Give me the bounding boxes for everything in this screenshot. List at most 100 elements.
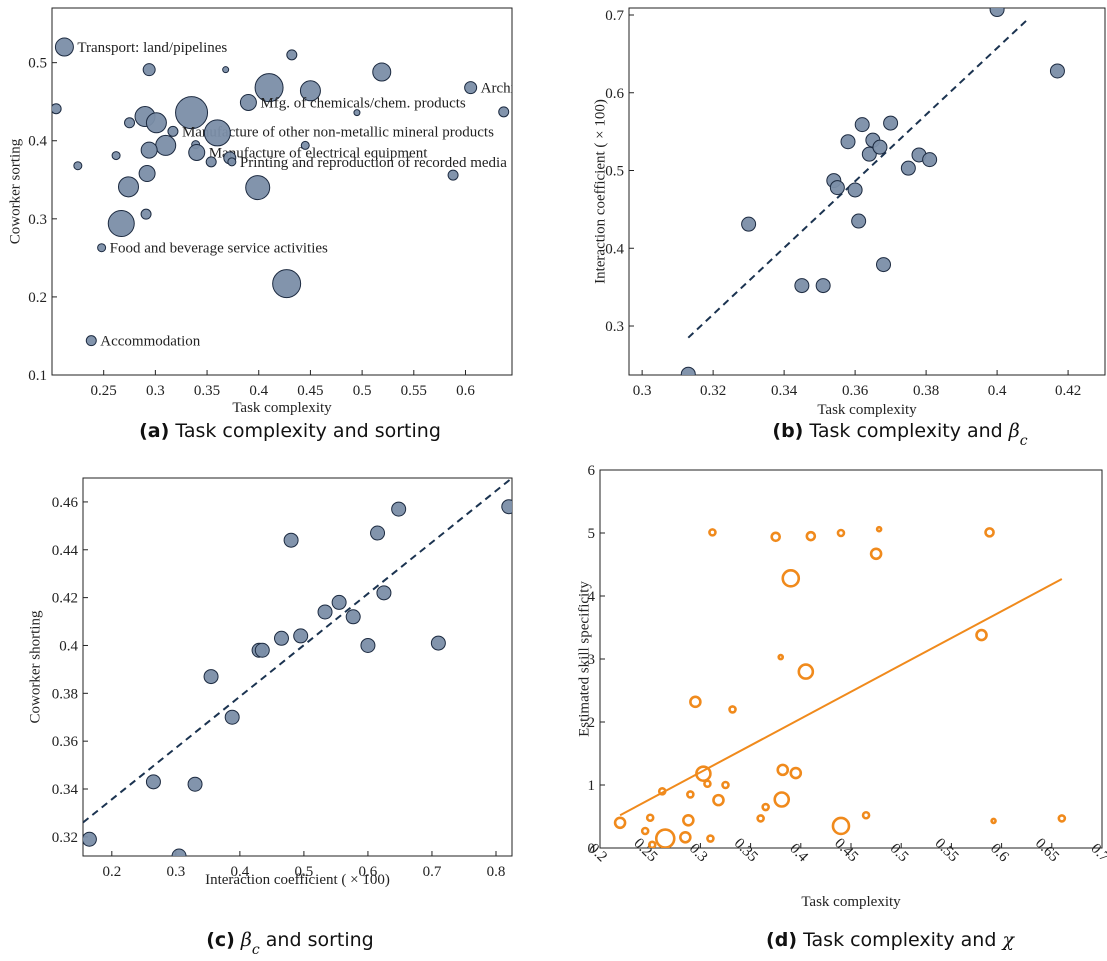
- caption-tag: (d): [766, 929, 797, 951]
- x-tick-label: 0.4: [988, 383, 1007, 399]
- y-tick-label: 0.5: [605, 164, 624, 180]
- point: [299, 80, 321, 102]
- point: [861, 810, 871, 820]
- y-tick-label: 0.36: [52, 734, 79, 750]
- point: [840, 134, 856, 150]
- x-tick-label: 0.6: [987, 841, 1012, 866]
- point: [794, 278, 810, 294]
- point: [989, 8, 1005, 18]
- point-label: Architect./engin: [481, 81, 579, 97]
- y-tick-label: 0.1: [28, 368, 47, 384]
- x-tick-label: 0.6: [359, 864, 378, 880]
- point: [805, 530, 817, 542]
- point: [293, 628, 309, 644]
- point: [273, 630, 289, 646]
- y-axis-label: Coworker shorting: [27, 610, 43, 723]
- point-label: Printing and reproduction of recorded me…: [240, 155, 507, 171]
- y-tick-label: 0.2: [28, 290, 47, 306]
- y-axis-label: Estimated skill specificity: [576, 581, 592, 737]
- y-tick-label: 0: [588, 841, 596, 857]
- y-tick-label: 0.3: [605, 319, 624, 335]
- point: [922, 152, 938, 168]
- caption-part: Task complexity and: [802, 929, 1002, 951]
- point: [73, 161, 83, 171]
- point: [203, 669, 219, 685]
- point: [689, 695, 702, 709]
- x-tick-label: 0.36: [842, 383, 869, 399]
- point: [869, 547, 883, 561]
- point: [254, 73, 284, 103]
- x-tick-label: 0.6: [456, 383, 475, 399]
- point: [703, 779, 712, 789]
- point: [654, 828, 676, 848]
- caption-part: χ: [1000, 929, 1015, 951]
- axes-box: [82, 477, 513, 857]
- point: [430, 635, 446, 651]
- y-tick-label: 0.4: [605, 241, 624, 257]
- point: [1057, 814, 1067, 823]
- point: [52, 103, 62, 115]
- fit-line: [619, 578, 1063, 817]
- point-label: Food and beverage service activities: [110, 241, 328, 257]
- x-tick-label: 0.34: [771, 383, 798, 399]
- y-tick-label: 0.3: [28, 212, 47, 228]
- point: [447, 169, 459, 181]
- point: [117, 176, 139, 198]
- point: [372, 62, 392, 82]
- point: [847, 182, 863, 198]
- x-tick-label: 0.35: [194, 383, 220, 399]
- x-tick-label: 0.5: [353, 383, 372, 399]
- axes-box: [628, 7, 1106, 376]
- point: [657, 786, 667, 796]
- point: [984, 527, 995, 538]
- y-tick-label: 4: [588, 589, 596, 605]
- point: [391, 501, 407, 517]
- y-tick-label: 0.32: [52, 830, 78, 846]
- caption-part: β: [240, 929, 252, 951]
- point: [501, 499, 512, 515]
- caption-part: Task complexity and sorting: [174, 420, 441, 442]
- point: [876, 257, 892, 273]
- point: [167, 125, 179, 137]
- caption-part: and sorting: [260, 929, 374, 951]
- plot-area: [613, 525, 1067, 848]
- point: [756, 814, 765, 823]
- x-tick-label: 0.4: [249, 383, 268, 399]
- y-tick-label: 1: [588, 778, 596, 794]
- x-tick-label: 0.42: [1055, 383, 1081, 399]
- x-tick-label: 0.55: [401, 383, 427, 399]
- point: [776, 763, 790, 777]
- x-tick-label: 0.35: [731, 835, 761, 865]
- caption-tag: (a): [139, 420, 169, 442]
- point: [124, 117, 136, 129]
- point: [781, 569, 801, 588]
- point: [331, 594, 347, 610]
- x-tick-label: 0.4: [786, 841, 811, 866]
- point: [679, 830, 692, 844]
- point: [345, 609, 361, 625]
- caption-part: β: [1008, 420, 1020, 442]
- point: [376, 585, 392, 601]
- x-tick-label: 0.4: [230, 864, 249, 880]
- caption-tag: (b): [772, 420, 803, 442]
- y-tick-label: 0.4: [28, 134, 47, 150]
- panel: 0.3 0.32 0.34 0.36 0.38 0.4 0.42 0.3 0.4 0.5 0.6 0.…: [592, 7, 1106, 449]
- point: [680, 366, 696, 375]
- point: [145, 774, 161, 790]
- point: [138, 165, 156, 183]
- y-tick-label: 0.7: [605, 8, 624, 24]
- point: [245, 175, 271, 201]
- point: [741, 216, 757, 232]
- x-tick-label: 0.45: [831, 835, 861, 865]
- point: [836, 528, 846, 538]
- x-tick-label: 0.55: [932, 835, 962, 865]
- x-tick-label: 0.7: [1087, 841, 1107, 866]
- x-tick-label: 0.2: [102, 864, 121, 880]
- point: [97, 243, 107, 253]
- x-tick-label: 0.3: [633, 383, 652, 399]
- point: [300, 140, 310, 150]
- point: [613, 816, 627, 830]
- point: [706, 834, 715, 843]
- caption: (b) Task complexity and βc: [772, 420, 1027, 449]
- point: [83, 831, 97, 847]
